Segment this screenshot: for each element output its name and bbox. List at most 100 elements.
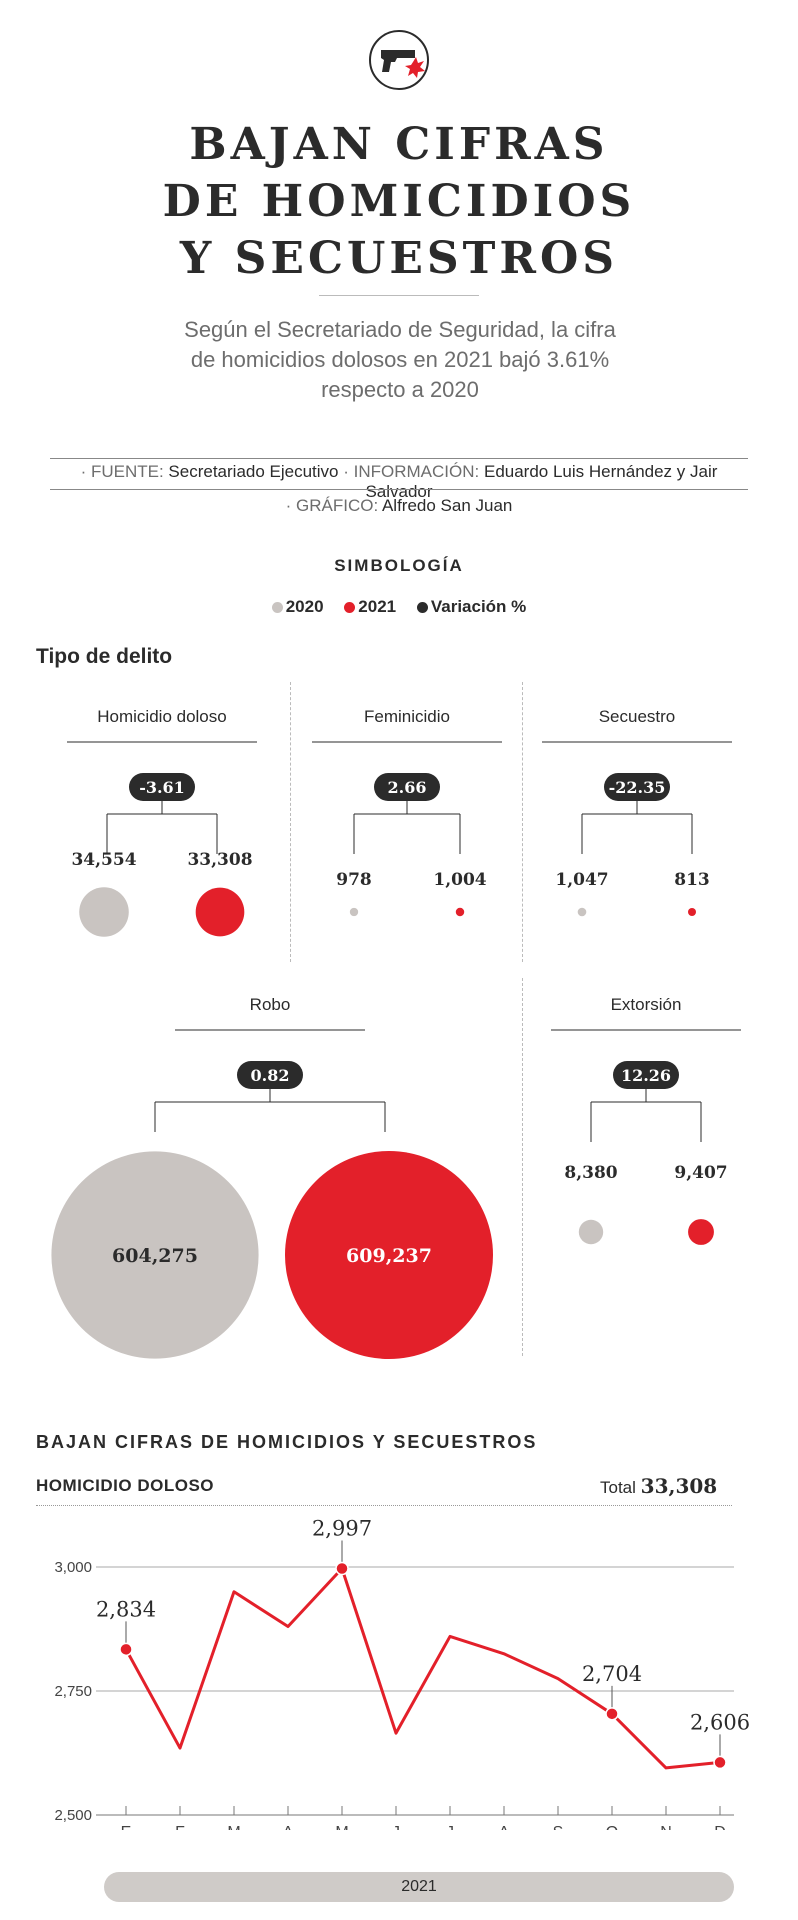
line-chart: 2,500 2,750 3,000 E F M A M J J A S O N D 2,834 2,997 2,7… bbox=[54, 1516, 750, 1830]
bubble-2020 bbox=[349, 907, 359, 917]
value-2021: 609,237 bbox=[346, 1245, 432, 1267]
fuente-value: Secretariado Ejecutivo bbox=[168, 462, 339, 481]
legend-label-2021: 2021 bbox=[358, 597, 397, 616]
x-tick-label: N bbox=[660, 1824, 672, 1830]
data-label: 2,997 bbox=[312, 1516, 372, 1540]
legend-item-2020: 2020 bbox=[271, 597, 324, 616]
crime-name: Secuestro bbox=[599, 707, 676, 726]
value-2021: 1,004 bbox=[433, 870, 486, 890]
info-value: Eduardo Luis Hernández y Jair Salvador bbox=[365, 462, 718, 501]
legend-label-variacion: Variación % bbox=[430, 597, 527, 616]
legend-dot-2020 bbox=[271, 602, 283, 614]
x-tick-label: M bbox=[227, 1824, 240, 1830]
x-tick-label: J bbox=[446, 1824, 454, 1830]
y-tick-label: 2,500 bbox=[54, 1807, 92, 1824]
value-2020: 8,380 bbox=[564, 1163, 617, 1183]
year-bar: 2021 bbox=[104, 1872, 734, 1902]
line-chart-dotted-rule bbox=[36, 1505, 732, 1506]
gun-logo-icon bbox=[369, 30, 429, 90]
grafico-value: Alfredo San Juan bbox=[381, 496, 513, 515]
y-tick-label: 3,000 bbox=[54, 1559, 92, 1576]
credits-line-2: · GRÁFICO: Alfredo San Juan bbox=[0, 496, 798, 516]
total-value: 33,308 bbox=[640, 1474, 718, 1498]
credits-line-1: · FUENTE: Secretariado Ejecutivo · INFOR… bbox=[50, 462, 748, 502]
title-line-1: BAJAN CIFRAS bbox=[189, 119, 609, 170]
x-tick-label: A bbox=[283, 1824, 294, 1830]
variation-pill bbox=[129, 773, 195, 801]
variation-pill bbox=[604, 773, 670, 801]
value-2020: 978 bbox=[336, 870, 372, 890]
value-2020: 34,554 bbox=[71, 850, 136, 870]
value-2021: 33,308 bbox=[187, 850, 252, 870]
bubble-2021 bbox=[195, 887, 245, 937]
bubble-2021 bbox=[688, 908, 696, 916]
subtitle: Según el Secretariado de Seguridad, la c… bbox=[150, 315, 650, 405]
title-line-3: Y SECUESTROS bbox=[179, 233, 619, 284]
data-point bbox=[335, 1561, 349, 1576]
value-2021: 813 bbox=[674, 870, 710, 890]
crime-panel-secuestro: Secuestro -22.35 1,047 813 bbox=[542, 707, 732, 917]
total-box: Total 33,308 bbox=[600, 1474, 717, 1498]
bubble-2020 bbox=[577, 907, 587, 917]
value-2020: 1,047 bbox=[555, 870, 608, 890]
x-tick-label: D bbox=[714, 1824, 726, 1830]
crime-bubbles-chart: Homicidio doloso -3.61 34,554 33,308 Feminic… bbox=[51, 707, 741, 1359]
data-point bbox=[605, 1707, 619, 1721]
info-label: · INFORMACIÓN: bbox=[343, 462, 480, 481]
bubble-2021 bbox=[688, 1219, 714, 1245]
x-tick-label: F bbox=[175, 1824, 185, 1830]
credits-bottom-rule bbox=[50, 489, 748, 490]
divider-3 bbox=[522, 978, 523, 1356]
data-label: 2,606 bbox=[690, 1710, 750, 1734]
x-tick-label: A bbox=[499, 1824, 510, 1830]
variation-pill bbox=[237, 1061, 303, 1089]
legend-item-2021: 2021 bbox=[344, 597, 396, 616]
total-label: Total bbox=[600, 1478, 636, 1497]
x-tick-label: M bbox=[335, 1824, 348, 1830]
legend-dot-2021 bbox=[344, 602, 356, 614]
value-2021: 9,407 bbox=[674, 1163, 727, 1183]
value-2020: 604,275 bbox=[112, 1245, 198, 1267]
crime-name: Extorsión bbox=[611, 995, 682, 1014]
grafico-label: · GRÁFICO: bbox=[285, 496, 379, 515]
line-chart-subtitle: HOMICIDIO DOLOSO bbox=[36, 1476, 214, 1495]
legend-title: SIMBOLOGÍA bbox=[334, 556, 464, 575]
legend-item-variacion: Variación % bbox=[416, 597, 527, 616]
variation-value: 0.82 bbox=[251, 1066, 290, 1085]
credits-top-rule bbox=[50, 458, 748, 459]
crime-panel-homicidio-doloso: Homicidio doloso -3.61 34,554 33,308 bbox=[67, 707, 257, 937]
variation-value: 12.26 bbox=[621, 1066, 671, 1085]
x-tick-label: S bbox=[553, 1824, 564, 1830]
title-divider bbox=[319, 295, 479, 296]
series-line bbox=[124, 1566, 721, 1770]
subtitle-line-2: de homicidios dolosos en 2021 bajó 3.61% bbox=[190, 347, 610, 372]
data-point bbox=[713, 1755, 727, 1770]
variation-pill bbox=[374, 773, 440, 801]
divider-2 bbox=[522, 682, 523, 962]
subtitle-line-1: Según el Secretariado de Seguridad, la c… bbox=[184, 317, 616, 342]
crime-panel-robo: Robo 0.82 604,275 609,237 bbox=[51, 995, 493, 1359]
divider-1 bbox=[290, 682, 291, 962]
fuente-label: · FUENTE: bbox=[80, 462, 164, 481]
x-tick-label: J bbox=[392, 1824, 400, 1830]
bubble-2021 bbox=[455, 907, 465, 917]
bubble-2020 bbox=[578, 1219, 604, 1245]
x-tick-label: O bbox=[606, 1824, 618, 1830]
crime-name: Feminicidio bbox=[364, 707, 450, 726]
legend: 2020 2021 Variación % bbox=[0, 597, 798, 617]
variation-pill bbox=[613, 1061, 679, 1089]
data-label: 2,704 bbox=[582, 1662, 642, 1686]
crime-panel-extorsi-n: Extorsión 12.26 8,380 9,407 bbox=[551, 995, 741, 1245]
subtitle-line-3: respecto a 2020 bbox=[321, 377, 479, 402]
data-label: 2,834 bbox=[96, 1597, 156, 1621]
section-title: Tipo de delito bbox=[36, 645, 173, 668]
bubble-2020 bbox=[51, 1151, 259, 1359]
crime-name: Homicidio doloso bbox=[97, 707, 226, 726]
legend-dot-variacion bbox=[416, 602, 428, 614]
variation-value: -3.61 bbox=[139, 778, 185, 797]
variation-value: 2.66 bbox=[388, 778, 427, 797]
gun-icon bbox=[381, 50, 425, 78]
bubble-2020 bbox=[79, 887, 129, 937]
main-title: BAJAN CIFRAS DE HOMICIDIOS Y SECUESTROS bbox=[0, 116, 798, 287]
crime-name: Robo bbox=[250, 995, 291, 1014]
